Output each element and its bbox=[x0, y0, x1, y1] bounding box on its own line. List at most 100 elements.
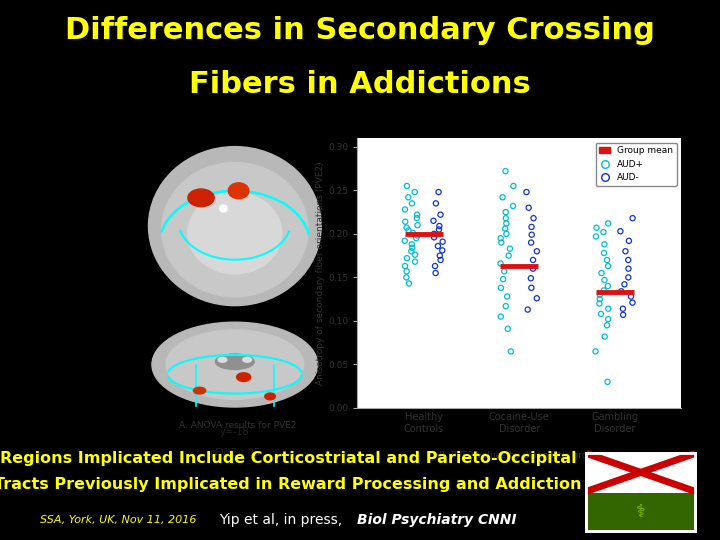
Point bbox=[401, 224, 413, 232]
Point bbox=[623, 237, 634, 245]
Point bbox=[623, 265, 634, 273]
Point bbox=[594, 299, 606, 308]
Point bbox=[433, 188, 444, 197]
Point bbox=[495, 284, 507, 292]
Ellipse shape bbox=[188, 189, 214, 207]
Point bbox=[403, 279, 415, 288]
Point bbox=[436, 246, 448, 255]
Point bbox=[402, 226, 414, 235]
Point bbox=[399, 237, 410, 245]
Point bbox=[495, 234, 506, 242]
Point bbox=[428, 230, 440, 238]
Point bbox=[435, 255, 446, 264]
Point bbox=[435, 211, 446, 219]
Point bbox=[498, 267, 510, 275]
Point bbox=[401, 181, 413, 190]
Point bbox=[522, 305, 534, 314]
Point bbox=[400, 217, 411, 226]
Point bbox=[410, 234, 422, 242]
Point bbox=[502, 325, 513, 333]
Point bbox=[500, 208, 511, 217]
Text: Differences in Secondary Crossing: Differences in Secondary Crossing bbox=[65, 16, 655, 45]
Point bbox=[406, 240, 418, 248]
Point bbox=[412, 221, 423, 230]
Point bbox=[495, 238, 507, 247]
Point bbox=[626, 298, 638, 307]
Ellipse shape bbox=[194, 387, 206, 394]
Text: A. ANOVA results for PVE2: A. ANOVA results for PVE2 bbox=[179, 421, 297, 430]
Ellipse shape bbox=[228, 183, 249, 199]
Point bbox=[602, 377, 613, 386]
Point bbox=[531, 247, 543, 255]
Point bbox=[598, 249, 610, 258]
Point bbox=[527, 265, 539, 273]
Text: Fibers in Addictions: Fibers in Addictions bbox=[189, 70, 531, 99]
Point bbox=[411, 214, 423, 222]
Point bbox=[505, 347, 517, 356]
Y-axis label: Anisotropy of secondary fiber orientations (PVE2): Anisotropy of secondary fiber orientatio… bbox=[316, 161, 325, 385]
Ellipse shape bbox=[161, 163, 308, 297]
Point bbox=[433, 222, 445, 231]
Point bbox=[623, 273, 634, 282]
Point bbox=[601, 255, 613, 264]
Point bbox=[500, 302, 511, 310]
Point bbox=[497, 193, 508, 201]
Point bbox=[498, 275, 509, 284]
Point bbox=[528, 214, 539, 222]
Point bbox=[406, 199, 418, 208]
Point bbox=[526, 238, 537, 247]
Point bbox=[590, 232, 602, 241]
Text: B. PVE2 values by diagnostic group: B. PVE2 values by diagnostic group bbox=[439, 451, 599, 460]
Point bbox=[500, 230, 512, 238]
Point bbox=[602, 282, 613, 291]
Text: Yip et al, in press,: Yip et al, in press, bbox=[219, 513, 346, 527]
Point bbox=[531, 294, 543, 302]
Text: SSA, York, UK, Nov 11, 2016: SSA, York, UK, Nov 11, 2016 bbox=[40, 515, 197, 525]
Point bbox=[400, 273, 412, 282]
Ellipse shape bbox=[215, 354, 254, 369]
Point bbox=[412, 231, 423, 240]
Point bbox=[623, 255, 634, 264]
Point bbox=[500, 167, 511, 176]
Point bbox=[603, 262, 614, 271]
Point bbox=[500, 224, 511, 233]
Point bbox=[504, 244, 516, 253]
Point bbox=[407, 228, 418, 237]
Point bbox=[627, 214, 639, 222]
Point bbox=[594, 291, 606, 299]
Text: Tracts Previously Implicated in Reward Processing and Addiction: Tracts Previously Implicated in Reward P… bbox=[0, 477, 582, 491]
Point bbox=[523, 204, 534, 212]
Point bbox=[616, 287, 627, 295]
Point bbox=[617, 305, 629, 313]
Text: x=-25: x=-25 bbox=[220, 332, 250, 342]
Point bbox=[495, 259, 506, 268]
FancyBboxPatch shape bbox=[586, 491, 696, 531]
Ellipse shape bbox=[166, 330, 304, 399]
Point bbox=[429, 262, 441, 271]
Point bbox=[402, 193, 414, 201]
Legend: Group mean, AUD+, AUD-: Group mean, AUD+, AUD- bbox=[595, 143, 677, 186]
Point bbox=[500, 214, 512, 222]
Point bbox=[406, 244, 418, 252]
Point bbox=[526, 222, 537, 231]
Ellipse shape bbox=[265, 393, 275, 400]
Point bbox=[620, 247, 631, 255]
Point bbox=[595, 269, 607, 278]
Point bbox=[401, 267, 413, 275]
Text: ⚕: ⚕ bbox=[636, 503, 646, 521]
Ellipse shape bbox=[243, 357, 251, 362]
Point bbox=[409, 258, 420, 266]
Point bbox=[401, 254, 413, 262]
Point bbox=[598, 240, 610, 248]
Point bbox=[503, 251, 514, 260]
Point bbox=[437, 238, 449, 246]
Point bbox=[430, 199, 441, 208]
Point bbox=[590, 347, 601, 356]
Point bbox=[428, 233, 440, 241]
Point bbox=[590, 224, 602, 232]
Point bbox=[615, 227, 626, 235]
Point bbox=[598, 286, 610, 295]
Ellipse shape bbox=[152, 322, 318, 407]
Point bbox=[526, 231, 537, 239]
Point bbox=[411, 211, 423, 219]
